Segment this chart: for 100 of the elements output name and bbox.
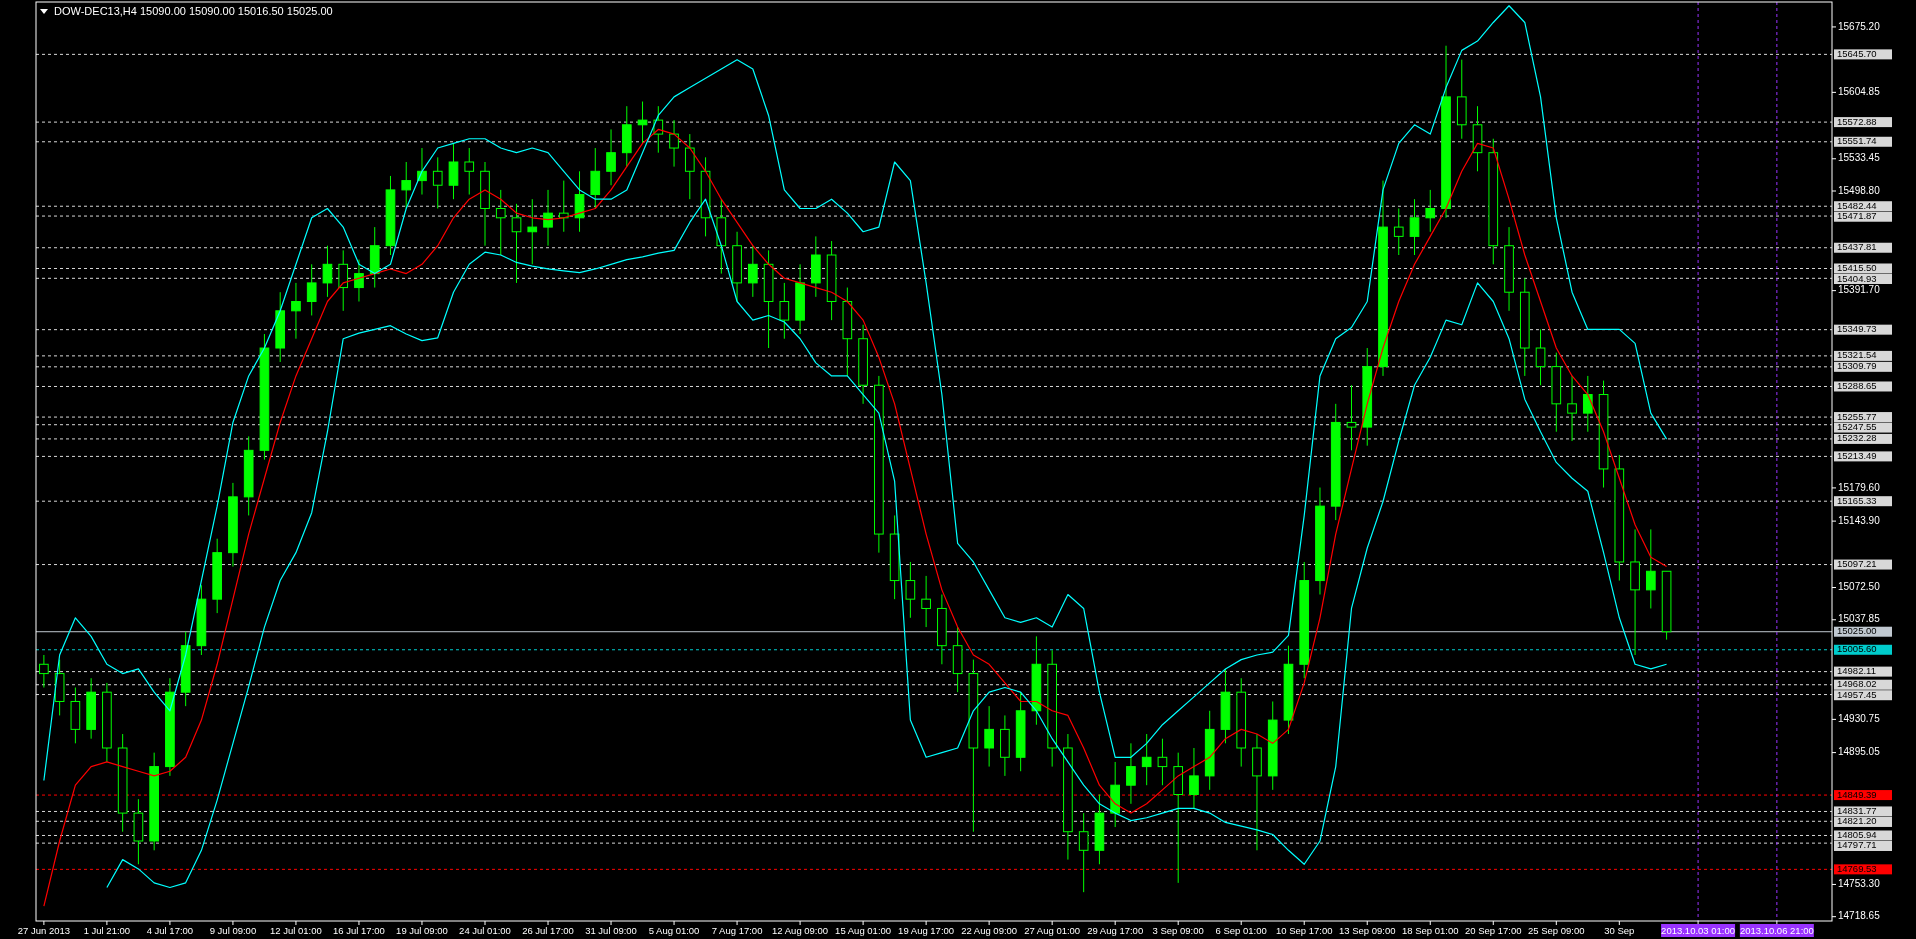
ref-line-label: 14805.94 [1837,829,1877,840]
candlestick [527,198,538,265]
x-tick-label: 2013.10.03 01:00 [1661,925,1736,936]
ref-line-label: 14982.11 [1837,665,1876,677]
ref-line-label: 15255.77 [1837,410,1877,422]
x-tick-label: 12 Jul 01:00 [270,925,322,936]
y-tick-label: 15498.80 [1838,184,1881,196]
x-tick-label: 10 Sep 17:00 [1275,925,1333,936]
x-tick-label: 1 Jul 21:00 [83,925,131,936]
ref-line-label: 14968.02 [1837,678,1877,690]
x-tick-label: 24 Jul 01:00 [459,925,511,936]
candlestick [669,119,679,168]
ref-line-label: 15288.65 [1837,380,1877,391]
y-tick-label: 14753.30 [1838,878,1881,890]
candlestick [921,575,931,628]
ref-line-label: 15471.87 [1837,210,1877,222]
ref-line-label: 14849.39 [1837,788,1877,800]
candlestick [574,170,585,233]
y-tick-label: 15179.60 [1838,481,1881,493]
candlestick [684,133,695,200]
ref-line-label: 14797.71 [1837,839,1877,851]
candlestick [1078,812,1089,893]
candlestick [39,654,49,689]
candlestick [338,249,349,312]
x-tick-label: 12 Aug 09:00 [772,925,829,936]
candlestick [1567,375,1577,442]
candlestick [1535,328,1546,386]
x-tick-label: 18 Sep 01:00 [1402,925,1459,936]
y-tick-label: 14895.05 [1838,746,1881,758]
ref-line-label: 15232.28 [1837,432,1877,444]
candlestick [1157,738,1168,786]
ref-line-label: 15349.73 [1837,323,1877,335]
candlestick [354,259,364,303]
x-tick-label: 2013.10.06 21:00 [1739,925,1814,936]
y-tick-label: 14930.75 [1838,713,1881,725]
chart-title: DOW-DEC13,H4 15090.00 15090.00 15016.50 15025.00 [54,5,333,17]
candlestick [448,142,459,200]
x-tick-label: 16 Jul 17:00 [333,925,385,936]
candlestick [1189,747,1199,809]
candlestick [495,189,506,256]
candlestick [306,263,317,316]
candlestick [905,561,916,619]
ref-line-label: 15213.49 [1837,449,1877,461]
x-tick-label: 9 Jul 09:00 [209,925,257,936]
x-tick-label: 20 Sep 17:00 [1465,925,1522,936]
x-tick-label: 27 Aug 01:00 [1024,925,1081,936]
candlestick [558,180,569,233]
x-tick-label: 27 Jun 2013 [17,925,71,936]
ref-line-label: 15415.50 [1837,262,1877,274]
candlestick [1425,189,1436,233]
ref-line-label: 15005.60 [1837,643,1877,655]
line-series [43,5,1668,782]
y-tick-label: 15143.90 [1838,514,1881,526]
x-tick-label: 30 Sep [1604,925,1635,936]
x-tick-label: 7 Aug 17:00 [711,925,763,936]
candlestick [401,161,412,209]
candlestick [637,101,648,144]
ref-line-label: 14831.77 [1837,804,1877,816]
candlestick [747,245,758,298]
y-tick-label: 15675.20 [1838,20,1881,32]
ref-line-label: 15309.79 [1837,360,1877,372]
candlestick [1409,198,1420,256]
ref-line-label: 15165.33 [1837,494,1877,506]
ref-line-label: 14957.45 [1837,688,1877,700]
ref-line-label: 15321.54 [1837,349,1877,361]
ref-line-label: 15025.00 [1837,625,1877,637]
candlestick [291,282,301,340]
x-tick-label: 4 Jul 17:00 [146,925,194,936]
candlestick [432,156,443,209]
candlestick [543,189,553,247]
y-tick-label: 15037.85 [1838,613,1881,625]
x-tick-label: 6 Sep 01:00 [1215,925,1267,936]
candlestick [511,203,522,284]
x-tick-label: 13 Sep 09:00 [1338,925,1396,936]
ref-line-label: 15247.55 [1837,421,1877,433]
candlestick [1393,208,1404,256]
ref-line-label: 15097.21 [1837,558,1877,570]
candlestick [1645,528,1656,609]
y-tick-label: 15072.50 [1838,581,1881,593]
x-tick-label: 5 Aug 01:00 [648,925,700,936]
ref-line-label: 15572.88 [1837,115,1877,127]
candlestick [1582,375,1593,433]
ref-line-label: 15437.81 [1837,241,1877,253]
y-tick-label: 14718.65 [1838,910,1881,922]
candlestick [464,147,475,196]
candlestick [984,705,994,768]
x-tick-label: 31 Jul 09:00 [585,925,637,936]
candlestick [606,128,616,186]
x-tick-label: 19 Aug 17:00 [898,925,955,936]
ref-line-label: 15551.74 [1837,135,1877,147]
candlestick [322,245,333,298]
ref-line-label: 15482.44 [1837,199,1877,211]
x-tick-label: 26 Jul 17:00 [522,925,574,936]
candlestick [590,147,601,209]
x-tick-label: 3 Sep 09:00 [1152,925,1204,936]
x-tick-label: 19 Jul 09:00 [396,925,448,936]
x-tick-label: 22 Aug 09:00 [961,925,1018,936]
ref-line-label: 14821.20 [1837,815,1877,827]
ref-line-label: 15645.70 [1837,47,1877,59]
candlestick [779,282,790,340]
